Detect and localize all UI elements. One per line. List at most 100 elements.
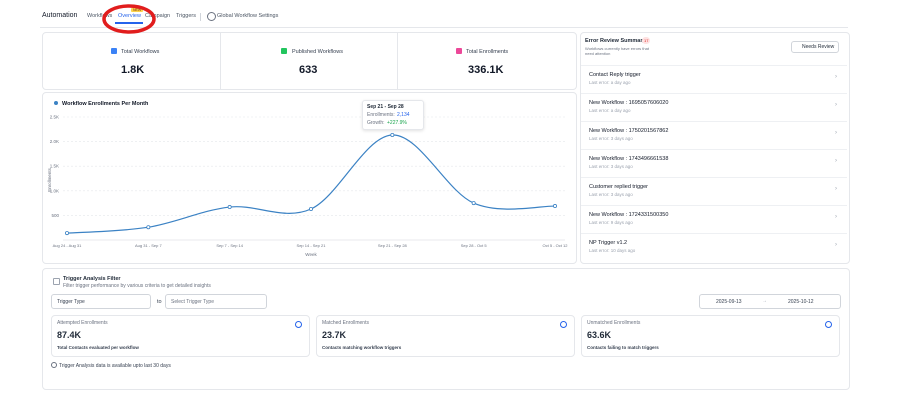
trigger-select[interactable]: Select Trigger Type — [165, 294, 267, 309]
y-tick-label: 2.0K — [50, 139, 59, 144]
nav-title: Automation — [42, 12, 78, 19]
error-item[interactable]: NP Trigger v1.2 Last error: 10 days ago … — [581, 233, 847, 260]
error-item-name: New Workflow : 1743496661538 — [589, 156, 669, 162]
y-tick-label: 2.5K — [50, 115, 59, 120]
tab[interactable]: Campaign — [145, 13, 171, 19]
chevron: › — [835, 130, 837, 136]
error-item[interactable]: New Workflow : 1695057606020 Last error:… — [581, 93, 847, 120]
error-item[interactable]: New Workflow : 1750201567862 Last error:… — [581, 121, 847, 148]
date-to: 2025-10-12 — [788, 299, 814, 305]
error-item[interactable]: Contact Reply trigger Last error: a day … — [581, 65, 847, 92]
point — [553, 204, 558, 209]
metric-label: Unmatched Enrollments — [587, 320, 641, 326]
needs-review-button[interactable]: Needs Review — [791, 41, 840, 53]
info-icon — [51, 362, 57, 368]
point — [227, 205, 232, 210]
x-tick-label: Aug 24 - Aug 31 — [53, 243, 82, 248]
tab[interactable]: Triggers — [176, 13, 196, 19]
error-item-name: New Workflow : 1695057606020 — [589, 100, 669, 106]
y-tick-label: 1.5K — [50, 164, 59, 169]
stat-label: Total Enrollments — [466, 49, 509, 55]
tab-underline — [115, 22, 143, 24]
filter-icon — [53, 278, 60, 285]
error-item-name: Customer replied trigger — [589, 184, 648, 190]
error-item[interactable]: New Workflow : 1743496661538 Last error:… — [581, 149, 847, 176]
chevron: › — [835, 242, 837, 248]
error-item-name: New Workflow : 1750201567862 — [589, 128, 669, 134]
metric-note: Contacts matching workflow triggers — [322, 345, 402, 350]
error-item-time: Last error: 3 days ago — [589, 164, 633, 169]
tab[interactable]: Global Workflow Settings — [217, 13, 279, 19]
metric-note: Total Contacts evaluated per workflow — [57, 345, 139, 350]
highlight-ellipse — [102, 4, 156, 34]
point — [65, 231, 70, 236]
tooltip-label: Enrollments: — [367, 112, 395, 118]
error-item-time: Last error: 9 days ago — [589, 220, 633, 225]
stat-icon — [281, 48, 287, 54]
chevron: › — [835, 186, 837, 192]
point — [308, 207, 313, 212]
metric-value: 63.6K — [587, 330, 612, 340]
metric-value: 23.7K — [322, 330, 347, 340]
date-from: 2025-09-13 — [716, 299, 742, 305]
error-item[interactable]: New Workflow : 1724331500350 Last error:… — [581, 205, 847, 232]
chart-title: Workflow Enrollments Per Month — [62, 101, 149, 107]
joiner: to — [157, 299, 162, 305]
date-range[interactable]: 2025-09-13 → 2025-10-12 — [699, 294, 841, 309]
arrow: → — [762, 298, 767, 304]
metric-value: 87.4K — [57, 330, 82, 340]
stat-icon — [111, 48, 117, 54]
tooltip-label: Growth: — [367, 120, 385, 126]
divider — [397, 33, 398, 89]
point — [471, 201, 476, 206]
metric-card: Unmatched Enrollments 63.6K Contacts fai… — [581, 315, 840, 357]
chart-icon — [54, 101, 58, 105]
chart-panel — [42, 92, 577, 264]
chevron: › — [835, 74, 837, 80]
x-axis-label: Week — [305, 252, 317, 257]
tooltip-value: 2,134 — [397, 112, 410, 118]
select-text: Trigger Type — [57, 299, 85, 305]
error-item[interactable]: Customer replied trigger Last error: 3 d… — [581, 177, 847, 204]
metric-label: Matched Enrollments — [322, 320, 369, 326]
metric-label: Attempted Enrollments — [57, 320, 108, 326]
gear-icon — [207, 12, 216, 21]
footer-note: Trigger Analysis data is available upto … — [59, 363, 171, 369]
metric-icon — [295, 321, 302, 328]
highlight-circle — [102, 4, 156, 34]
divider — [220, 33, 221, 89]
error-list: Contact Reply trigger Last error: a day … — [581, 65, 847, 261]
chevron: › — [835, 102, 837, 108]
tab-active[interactable]: Overview — [118, 13, 141, 19]
trigger-type-select[interactable]: Trigger Type — [51, 294, 151, 309]
divider — [200, 13, 201, 21]
error-item-time: Last error: 3 days ago — [589, 192, 633, 197]
tab[interactable]: Workflows — [87, 13, 113, 19]
metric-icon — [825, 321, 832, 328]
y-tick-label: 1.0K — [50, 188, 59, 193]
y-axis-label: Enrollments — [47, 167, 52, 192]
stat-value: 1.8K — [121, 64, 145, 76]
stat-value: 633 — [299, 64, 318, 76]
error-title: Error Review Summary — [585, 38, 646, 44]
error-item-time: Last error: 10 days ago — [589, 248, 636, 253]
point — [146, 225, 151, 230]
tooltip-value: +227.9% — [387, 120, 407, 126]
line — [66, 134, 556, 234]
tooltip-title: Sep 21 - Sep 28 — [367, 104, 404, 110]
x-tick-label: Sep 28 - Oct 5 — [461, 243, 488, 248]
chevron: › — [835, 214, 837, 220]
x-tick-label: Sep 14 - Sep 21 — [297, 243, 327, 248]
error-item-time: Last error: a day ago — [589, 108, 631, 113]
x-tick-label: Sep 7 - Sep 14 — [216, 243, 243, 248]
metric-card: Attempted Enrollments 87.4K Total Contac… — [51, 315, 310, 357]
error-subtitle: Workflows currently have errors that nee… — [585, 46, 649, 56]
error-item-time: Last error: 3 days ago — [589, 136, 633, 141]
x-tick-label: Aug 31 - Sep 7 — [135, 243, 162, 248]
stat-label: Total Workflows — [121, 49, 160, 55]
metric-card: Matched Enrollments 23.7K Contacts match… — [316, 315, 575, 357]
error-item-time: Last error: a day ago — [589, 80, 631, 85]
filter-panel: Trigger Analysis Filter Filter trigger p… — [42, 268, 850, 390]
